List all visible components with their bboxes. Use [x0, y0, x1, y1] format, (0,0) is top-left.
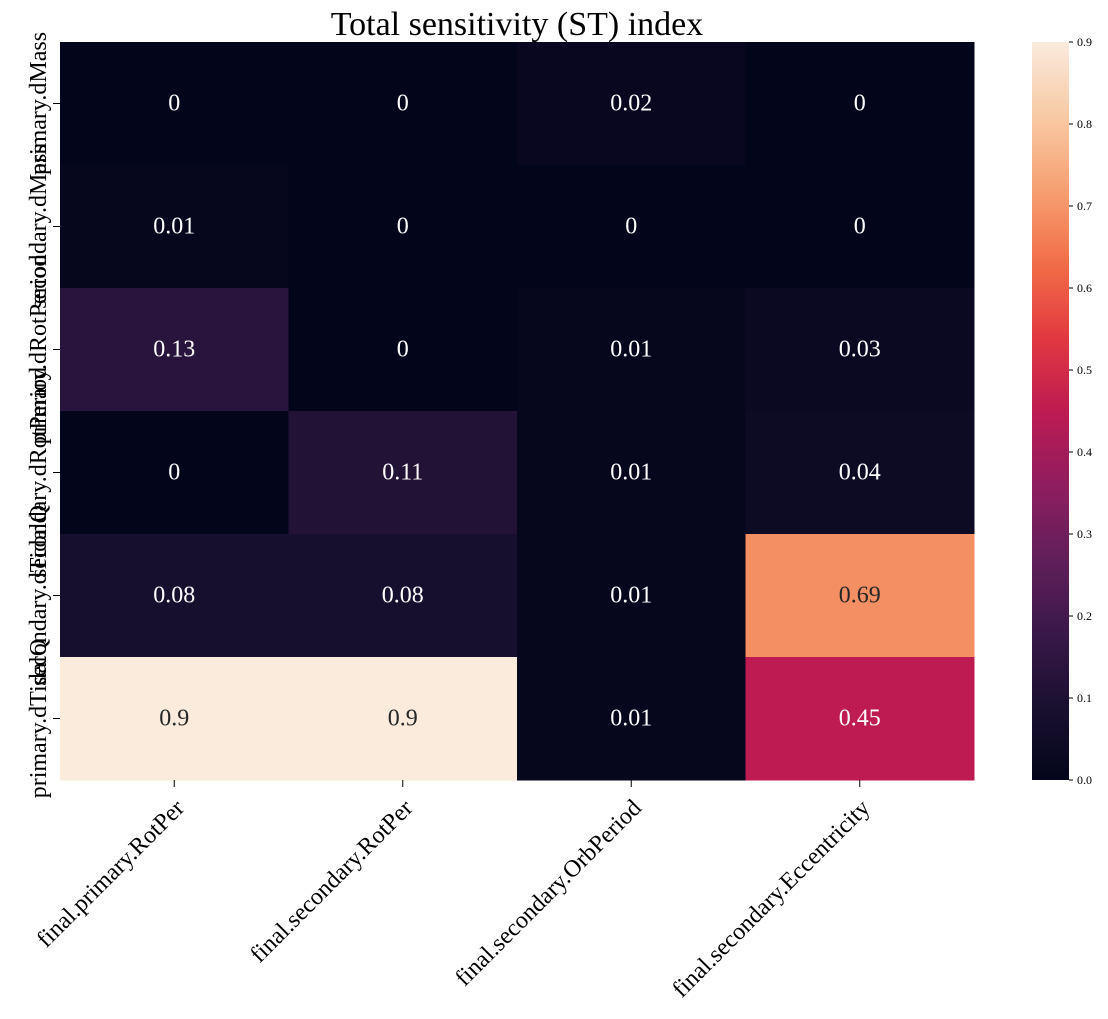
heatmap-cell	[288, 657, 518, 781]
cell-value-label: 0.11	[382, 460, 423, 486]
heatmap-cell	[517, 534, 746, 658]
heatmap-cell	[60, 534, 289, 658]
heatmap-cell	[60, 411, 289, 535]
cell-value-label: 0	[168, 91, 180, 117]
x-tick-label: final.secondary.Eccentricity	[668, 795, 876, 1003]
colorbar-tick-label: 0.8	[1077, 117, 1092, 131]
cell-value-label: 0	[397, 91, 409, 117]
heatmap-cell	[288, 534, 518, 658]
colorbar-tick-label: 0.7	[1077, 199, 1092, 213]
heatmap-cell	[745, 534, 975, 658]
heatmap-cell	[517, 42, 746, 166]
heatmap-cell	[517, 288, 746, 412]
x-tick-label: final.primary.RotPer	[32, 795, 190, 953]
y-tick-label: secondary.dRotPeriod	[26, 367, 52, 578]
colorbar-tick-label: 0.5	[1077, 363, 1092, 377]
x-tick-label: final.secondary.RotPer	[245, 795, 418, 968]
heatmap-cell	[745, 165, 975, 289]
heatmap-cell	[517, 657, 746, 781]
cell-value-label: 0	[854, 91, 866, 117]
cell-value-label: 0.08	[153, 583, 195, 609]
y-tick-label: primary.dMass	[26, 32, 52, 175]
y-tick-label: primary.dRotPeriod	[26, 255, 52, 445]
cell-value-label: 0.45	[839, 706, 881, 732]
heatmap-cell	[517, 411, 746, 535]
x-axis: final.primary.RotPer final.secondary.RotP…	[32, 780, 875, 1003]
heatmap-cell	[288, 288, 518, 412]
cell-value-label: 0.69	[839, 583, 881, 609]
colorbar-tick-label: 0.2	[1077, 609, 1092, 623]
colorbar-tick-label: 0.0	[1077, 773, 1092, 787]
cell-value-label: 0	[397, 337, 409, 363]
cell-value-label: 0.04	[839, 460, 881, 486]
heatmap-cell	[60, 42, 289, 166]
colorbar-tick-label: 0.3	[1077, 527, 1092, 541]
colorbar-gradient	[1032, 42, 1069, 780]
chart-title: Total sensitivity (ST) index	[331, 6, 704, 43]
cell-value-label: 0.02	[610, 91, 652, 117]
heatmap-cell	[745, 411, 975, 535]
cell-value-label: 0	[397, 214, 409, 240]
heatmap-cell	[60, 165, 289, 289]
y-axis: primary.dMasssecondary.dMassprimary.dRot…	[26, 32, 60, 798]
colorbar: 0.0 0.1 0.2 0.3 0.4 0.5 0.6 0.7 0.8 0.9	[1032, 35, 1092, 787]
cell-value-label: 0.9	[159, 706, 189, 732]
y-tick-label: secondary.dTidalQ	[26, 505, 52, 686]
cell-value-label: 0.9	[388, 706, 418, 732]
heatmap-cell	[517, 165, 746, 289]
heatmap-cell	[60, 657, 289, 781]
cell-value-label: 0.01	[610, 706, 652, 732]
cell-value-label: 0.01	[153, 214, 195, 240]
heatmap-cell	[288, 165, 518, 289]
cell-value-label: 0	[625, 214, 637, 240]
cell-value-label: 0.03	[839, 337, 881, 363]
cell-value-label: 0	[854, 214, 866, 240]
heatmap-cell	[745, 288, 975, 412]
colorbar-tick-label: 0.9	[1077, 35, 1092, 49]
heatmap-cells: 0 0 0.02 0 0.01 0 0 0 0.13 0 0.01 0.03 0 0.11 0.01 0.04…	[60, 42, 975, 781]
colorbar-tick-label: 0.1	[1077, 691, 1092, 705]
heatmap-cell	[288, 42, 518, 166]
cell-value-label: 0.01	[610, 460, 652, 486]
y-tick-label: primary.dTidalQ	[26, 639, 52, 799]
heatmap-cell	[745, 42, 975, 166]
cell-value-label: 0	[168, 460, 180, 486]
heatmap-cell	[60, 288, 289, 412]
cell-value-label: 0.08	[382, 583, 424, 609]
colorbar-tick-label: 0.4	[1077, 445, 1092, 459]
cell-value-label: 0.01	[610, 583, 652, 609]
heatmap-cell	[745, 657, 975, 781]
colorbar-tick-label: 0.6	[1077, 281, 1092, 295]
cell-value-label: 0.01	[610, 337, 652, 363]
y-tick-label: secondary.dMass	[26, 144, 52, 308]
x-tick-label: final.secondary.OrbPeriod	[450, 795, 646, 991]
heatmap-cell	[288, 411, 518, 535]
cell-value-label: 0.13	[153, 337, 195, 363]
